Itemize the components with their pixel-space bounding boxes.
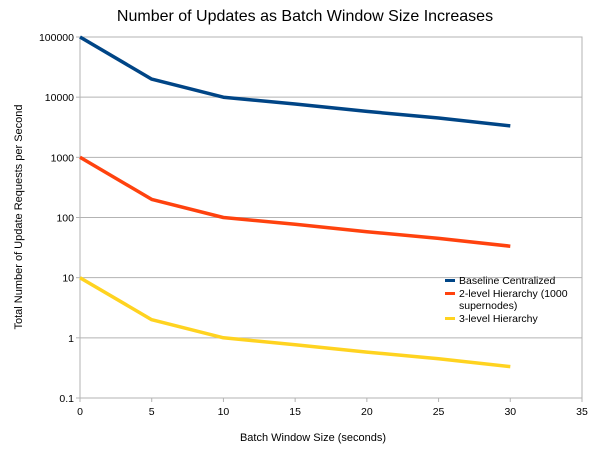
x-axis-label: Batch Window Size (seconds) — [240, 432, 386, 444]
y-tick-label: 100 — [56, 213, 74, 225]
x-axis-ticks: 0 5 10 15 20 25 30 35 — [77, 398, 588, 418]
y-axis-ticks: 0.1 1 10 100 1000 10000 100000 — [39, 32, 80, 405]
legend-label: 3-level Hierarchy — [459, 313, 539, 325]
legend-label: supernodes) — [459, 300, 517, 312]
series-line — [79, 35, 511, 128]
series-line — [79, 155, 511, 248]
x-tick-label: 0 — [77, 406, 83, 418]
y-axis-label: Total Number of Update Requests per Seco… — [13, 104, 25, 329]
legend-label: 2-level Hierarchy (1000 — [459, 288, 568, 300]
gridlines — [80, 36, 582, 399]
y-tick-label: 10000 — [45, 92, 74, 104]
series-lines — [79, 35, 511, 369]
legend-label: Baseline Centralized — [459, 275, 555, 287]
legend-swatch — [445, 317, 455, 320]
y-tick-label: 100000 — [39, 32, 74, 44]
chart-title: Number of Updates as Batch Window Size I… — [117, 8, 493, 25]
y-tick-label: 1 — [68, 333, 74, 345]
x-tick-label: 35 — [576, 406, 588, 418]
x-tick-label: 30 — [504, 406, 516, 418]
y-tick-label: 10 — [62, 273, 74, 285]
x-tick-label: 5 — [149, 406, 155, 418]
x-tick-label: 15 — [289, 406, 301, 418]
x-tick-label: 25 — [433, 406, 445, 418]
y-tick-label: 1000 — [51, 152, 75, 164]
x-tick-label: 20 — [361, 406, 373, 418]
legend-swatch — [445, 279, 455, 282]
legend-swatch — [445, 292, 455, 295]
x-tick-label: 10 — [218, 406, 230, 418]
series-line — [79, 276, 511, 369]
y-tick-label: 0.1 — [59, 393, 74, 405]
